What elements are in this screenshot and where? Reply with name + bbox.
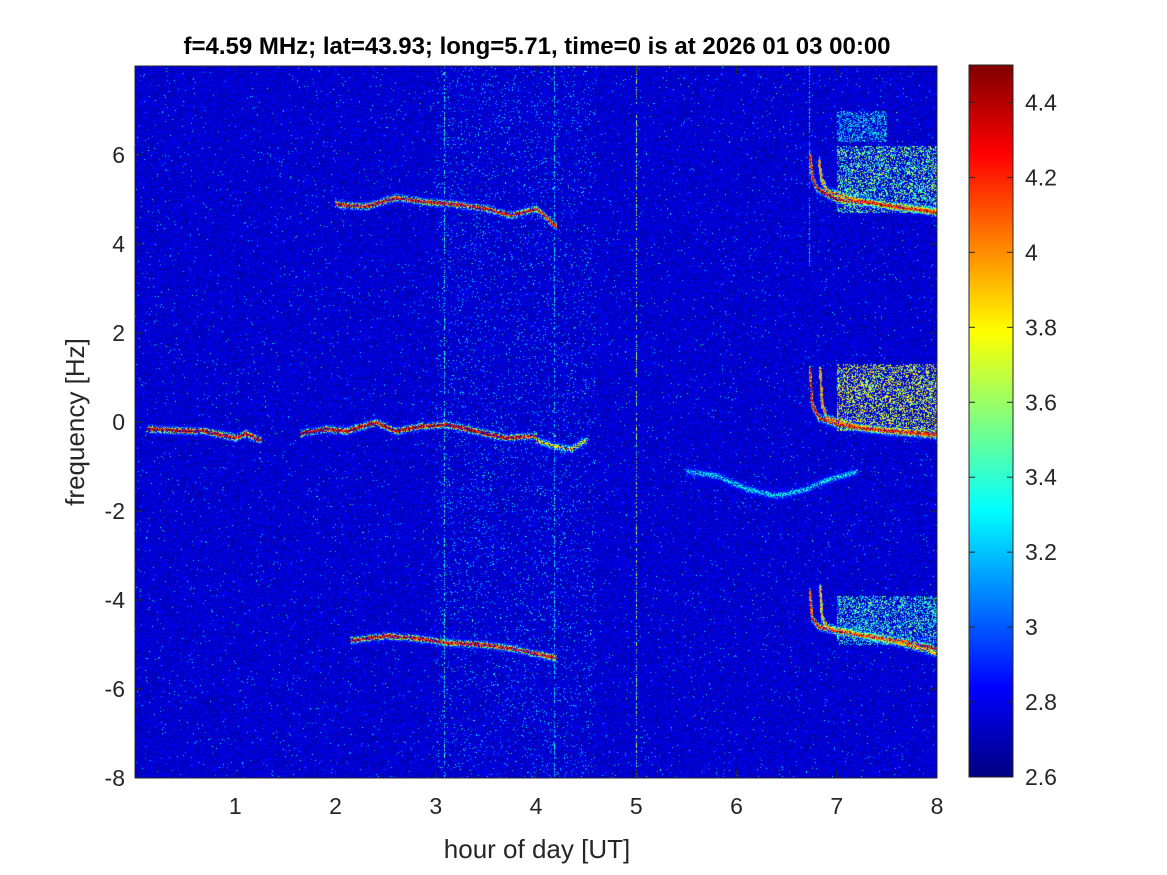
x-tick-label: 7 — [830, 793, 843, 819]
y-tick-label: -6 — [105, 676, 125, 702]
colorbar-tick-label: 3.8 — [1025, 314, 1057, 340]
spectrogram-heatmap — [135, 66, 937, 778]
y-tick-label: -4 — [105, 587, 126, 613]
y-tick-label: 4 — [112, 231, 125, 257]
y-tick-label: 6 — [112, 142, 125, 168]
x-axis-label: hour of day [UT] — [444, 834, 630, 864]
x-tick-label: 2 — [329, 793, 342, 819]
plot-area: 1 2 3 4 5 6 7 8 -8 -6 -4 -2 0 2 4 6 — [105, 65, 944, 819]
colorbar-tick-label: 3.4 — [1025, 464, 1057, 490]
x-tick-label: 6 — [730, 793, 743, 819]
x-tick-label: 3 — [429, 793, 442, 819]
y-tick-label: 0 — [112, 409, 125, 435]
y-tick-label: -8 — [105, 765, 125, 791]
colorbar-axis: 2.6 2.8 3 3.2 3.4 3.6 3.8 4 4.2 4.4 — [969, 89, 1057, 790]
colorbar-tick-label: 2.8 — [1025, 689, 1057, 715]
colorbar-tick-label: 2.6 — [1025, 764, 1057, 790]
colorbar-tick-label: 4.2 — [1025, 164, 1057, 190]
x-tick-label: 4 — [530, 793, 543, 819]
colorbar-bar — [968, 64, 1014, 778]
colorbar-tick-label: 4 — [1025, 239, 1038, 265]
colorbar-tick-label: 4.4 — [1025, 89, 1057, 115]
colorbar-tick-label: 3 — [1025, 614, 1038, 640]
x-axis: 1 2 3 4 5 6 7 8 — [229, 66, 944, 819]
colorbar: 2.6 2.8 3 3.2 3.4 3.6 3.8 4 4.2 4.4 — [968, 64, 1057, 790]
x-tick-label: 5 — [630, 793, 643, 819]
x-tick-label: 1 — [229, 793, 242, 819]
y-axis-label: frequency [Hz] — [60, 338, 90, 506]
x-tick-label: 8 — [931, 793, 944, 819]
chart-title: f=4.59 MHz; lat=43.93; long=5.71, time=0… — [183, 33, 890, 60]
y-axis: -8 -6 -4 -2 0 2 4 6 — [105, 142, 937, 791]
colorbar-tick-label: 3.2 — [1025, 539, 1057, 565]
y-tick-label: -2 — [105, 498, 125, 524]
colorbar-tick-label: 3.6 — [1025, 389, 1057, 415]
y-tick-label: 2 — [112, 320, 125, 346]
